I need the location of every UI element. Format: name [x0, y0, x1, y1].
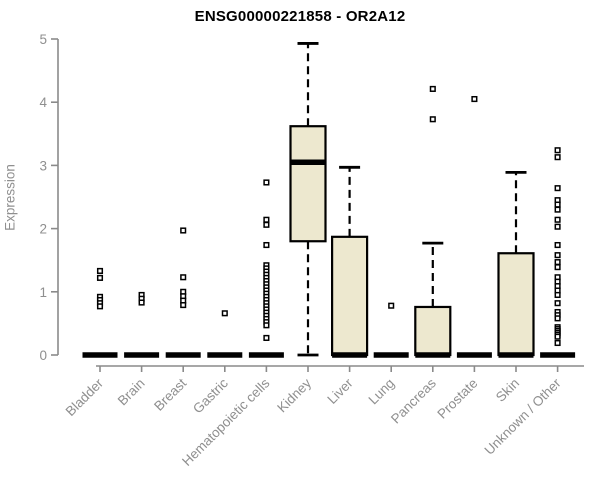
boxplot-gastric [207, 310, 243, 358]
y-tick-label-3: 3 [39, 158, 47, 173]
outlier-point [554, 264, 561, 271]
outlier-point [554, 291, 561, 299]
y-axis-title: Expression [2, 164, 18, 231]
category-label-bladder: Bladder [63, 375, 107, 419]
outlier-point [180, 227, 187, 234]
category-label-brain: Brain [115, 376, 148, 409]
outlier-point [263, 241, 270, 249]
category-label-liver: Liver [324, 375, 356, 407]
boxplot-skin [497, 170, 535, 358]
outlier-point [263, 221, 270, 228]
box [497, 252, 535, 357]
boxplot-kidney [289, 42, 327, 357]
category-label-lung: Lung [365, 376, 397, 408]
outlier-point [263, 216, 270, 223]
box [331, 235, 369, 357]
outlier-point [554, 300, 561, 307]
outlier-point [554, 339, 561, 347]
outlier-point [554, 185, 561, 192]
outlier-point [554, 252, 561, 259]
y-tick-label-2: 2 [39, 222, 47, 237]
y-tick-label-1: 1 [39, 285, 47, 300]
category-label-prostate: Prostate [434, 376, 480, 422]
y-tick-label-0: 0 [39, 348, 47, 363]
boxplot-prostate [456, 95, 492, 358]
outlier-point [429, 85, 436, 92]
box [414, 305, 452, 357]
outlier-point [96, 267, 104, 274]
outlier-point [180, 274, 187, 281]
boxplot-hematopoietic-cells [248, 179, 284, 358]
boxplot-breast [165, 227, 201, 358]
category-label-unknown-other: Unknown / Other [481, 375, 564, 458]
outlier-point [554, 216, 561, 223]
outlier-point [96, 274, 104, 281]
outlier-point [138, 299, 145, 306]
y-tick-label-5: 5 [39, 32, 47, 47]
category-label-kidney: Kidney [274, 375, 314, 415]
category-label-gastric: Gastric [190, 375, 231, 416]
category-label-breast: Breast [151, 375, 189, 413]
outlier-point [554, 333, 561, 340]
outlier-point [221, 310, 228, 317]
outlier-point [554, 315, 561, 322]
outlier-point [263, 322, 270, 329]
y-tick-label-4: 4 [39, 95, 47, 110]
outlier-point [471, 95, 478, 103]
outlier-point [554, 206, 561, 213]
outlier-point [554, 154, 561, 161]
outlier-point [429, 116, 436, 123]
category-label-skin: Skin [493, 376, 522, 405]
outlier-point [554, 201, 561, 208]
outlier-point [554, 147, 561, 154]
boxplot-liver [331, 165, 369, 358]
category-label-pancreas: Pancreas [388, 375, 439, 426]
outlier-point [263, 179, 270, 186]
outlier-point [554, 259, 561, 266]
boxplot-pancreas [414, 85, 452, 358]
boxplot-brain [124, 291, 160, 358]
outlier-point [96, 303, 104, 310]
box [289, 125, 327, 243]
y-axis: 0 1 2 3 4 5 [39, 32, 59, 363]
boxplot-bladder [82, 267, 118, 358]
outlier-point [180, 302, 187, 309]
boxplot-unknown-other [540, 147, 576, 358]
outlier-point [263, 334, 270, 341]
outlier-point [554, 241, 561, 249]
outlier-point [554, 223, 561, 230]
boxplot-lung [373, 302, 409, 358]
chart-title: ENSG00000221858 - OR2A12 [194, 8, 406, 25]
outlier-point [388, 302, 395, 309]
